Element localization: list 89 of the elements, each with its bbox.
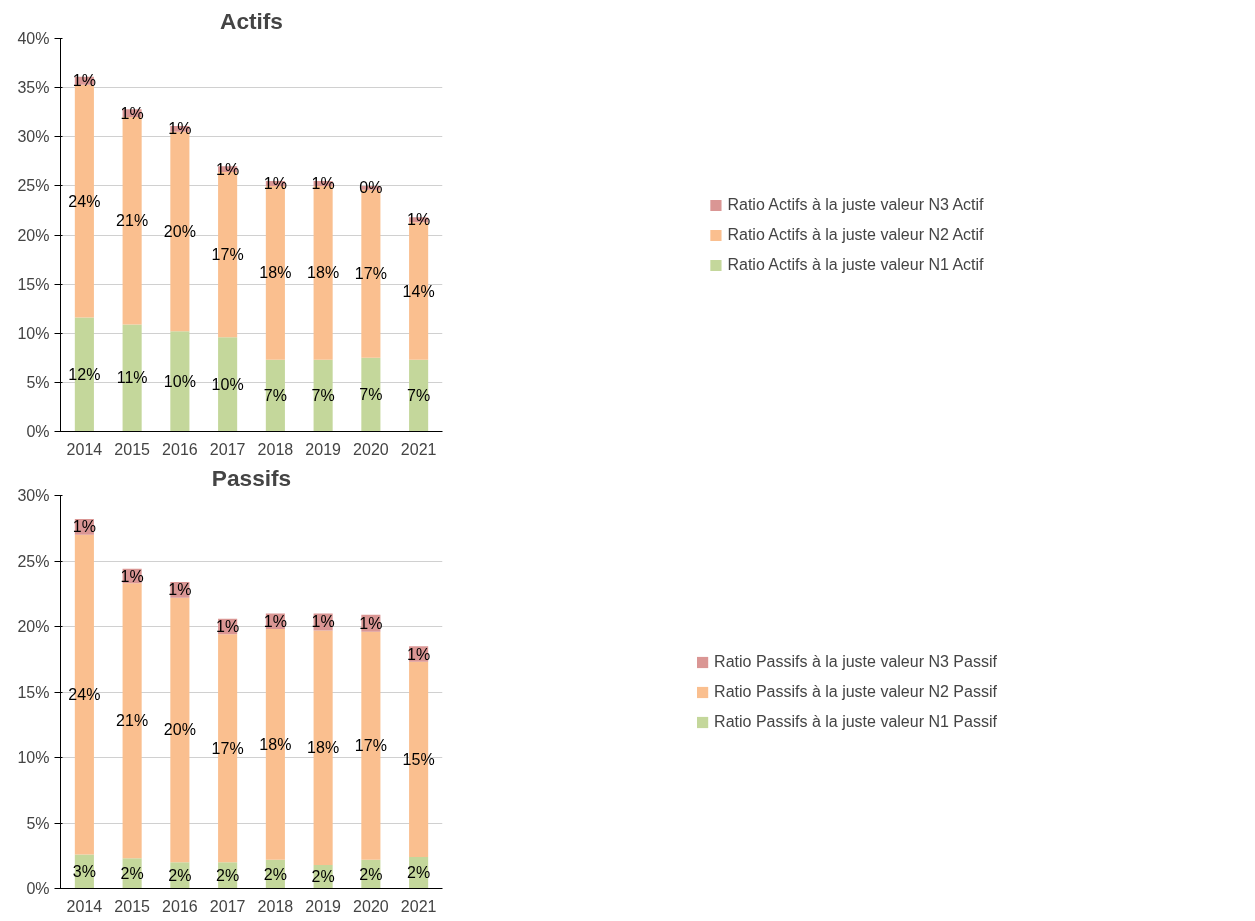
data-label: 0% bbox=[359, 179, 383, 197]
x-tick-label: 2021 bbox=[400, 897, 437, 915]
data-label: 14% bbox=[402, 282, 435, 300]
y-tick-label: 35% bbox=[17, 79, 50, 97]
data-label: 7% bbox=[311, 387, 335, 405]
data-label: 18% bbox=[259, 264, 292, 282]
legend-label: Ratio Actifs à la juste valeur N1 Actif bbox=[727, 255, 984, 274]
y-tick-label: 25% bbox=[17, 177, 50, 195]
data-label: 7% bbox=[407, 387, 431, 405]
data-label: 2% bbox=[311, 868, 335, 886]
data-label: 1% bbox=[263, 612, 287, 630]
x-tick-label: 2019 bbox=[305, 897, 342, 915]
x-tick-label: 2018 bbox=[257, 440, 294, 458]
data-label: 17% bbox=[354, 265, 387, 283]
data-label: 21% bbox=[116, 712, 149, 730]
data-label: 2% bbox=[263, 865, 287, 883]
y-tick-label: 15% bbox=[17, 275, 50, 293]
y-tick-label: 0% bbox=[26, 880, 50, 897]
data-label: 1% bbox=[359, 614, 383, 632]
data-label: 2% bbox=[407, 864, 431, 882]
y-tick-label: 5% bbox=[26, 814, 50, 832]
data-label: 1% bbox=[168, 120, 192, 138]
data-label: 1% bbox=[120, 104, 144, 122]
bar bbox=[361, 357, 381, 432]
legend-label: Ratio Passifs à la juste valeur N3 Passif bbox=[714, 652, 997, 671]
data-label: 7% bbox=[359, 386, 383, 404]
data-label: 18% bbox=[307, 264, 340, 282]
y-tick-label: 10% bbox=[17, 749, 50, 766]
data-label: 1% bbox=[216, 160, 240, 178]
data-label: 24% bbox=[68, 686, 101, 704]
data-label: 17% bbox=[211, 739, 244, 757]
x-tick-label: 2017 bbox=[209, 897, 246, 915]
y-tick-label: 20% bbox=[17, 226, 50, 244]
data-label: 2% bbox=[216, 866, 240, 884]
legend-label: Ratio Passifs à la juste valeur N2 Passif bbox=[714, 682, 997, 701]
data-label: 1% bbox=[72, 72, 96, 90]
x-tick-label: 2020 bbox=[353, 897, 389, 915]
data-label: 1% bbox=[407, 645, 431, 663]
legend-label: Ratio Passifs à la juste valeur N1 Passif bbox=[714, 712, 997, 731]
y-tick-label: 40% bbox=[17, 30, 50, 47]
y-tick-label: 5% bbox=[26, 373, 50, 391]
data-label: 1% bbox=[311, 613, 335, 631]
data-label: 20% bbox=[163, 223, 196, 241]
y-tick-label: 30% bbox=[17, 128, 50, 146]
data-label: 15% bbox=[402, 750, 435, 768]
chart-title: Passifs bbox=[211, 464, 292, 491]
x-tick-label: 2014 bbox=[66, 897, 103, 915]
data-label: 1% bbox=[263, 174, 287, 192]
data-label: 18% bbox=[259, 735, 292, 753]
x-tick-label: 2018 bbox=[257, 897, 294, 915]
data-label: 10% bbox=[211, 375, 244, 393]
x-tick-label: 2015 bbox=[114, 897, 151, 915]
y-tick-label: 10% bbox=[17, 324, 50, 342]
y-tick-label: 30% bbox=[17, 487, 50, 504]
data-label: 1% bbox=[216, 618, 240, 635]
x-tick-label: 2015 bbox=[114, 440, 151, 458]
data-label: 12% bbox=[68, 366, 101, 384]
x-tick-label: 2021 bbox=[400, 440, 437, 458]
data-label: 1% bbox=[407, 211, 431, 229]
x-tick-label: 2017 bbox=[209, 440, 246, 458]
data-label: 17% bbox=[211, 246, 244, 264]
y-tick-label: 15% bbox=[17, 683, 50, 701]
legend-label: Ratio Actifs à la juste valeur N2 Actif bbox=[727, 225, 984, 244]
legend-label: Ratio Actifs à la juste valeur N3 Actif bbox=[727, 195, 984, 214]
data-label: 2% bbox=[168, 866, 192, 884]
data-label: 17% bbox=[354, 737, 387, 755]
data-label: 2% bbox=[120, 864, 144, 882]
data-label: 18% bbox=[307, 739, 340, 757]
x-tick-label: 2020 bbox=[353, 440, 389, 458]
y-tick-label: 0% bbox=[26, 423, 50, 440]
x-tick-label: 2019 bbox=[305, 440, 342, 458]
data-label: 1% bbox=[311, 174, 335, 192]
data-label: 1% bbox=[168, 581, 192, 599]
data-label: 7% bbox=[263, 387, 287, 405]
data-label: 10% bbox=[163, 372, 196, 390]
chart-title: Actifs bbox=[220, 7, 283, 34]
data-label: 1% bbox=[72, 518, 96, 536]
y-tick-label: 20% bbox=[17, 618, 50, 635]
data-label: 1% bbox=[120, 567, 144, 585]
x-tick-label: 2016 bbox=[162, 440, 198, 458]
x-tick-label: 2016 bbox=[162, 897, 198, 915]
data-label: 21% bbox=[116, 212, 149, 230]
x-tick-label: 2014 bbox=[66, 440, 103, 458]
data-label: 11% bbox=[116, 369, 148, 387]
data-label: 20% bbox=[163, 721, 196, 739]
data-label: 3% bbox=[72, 862, 96, 880]
data-label: 2% bbox=[359, 865, 383, 883]
data-label: 24% bbox=[68, 192, 101, 210]
y-tick-label: 25% bbox=[17, 552, 50, 570]
